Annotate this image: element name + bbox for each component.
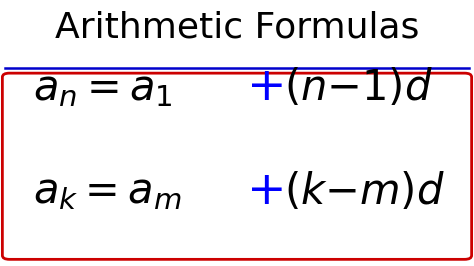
Text: $+$: $+$: [246, 65, 283, 110]
Text: $(n{-}1)d$: $(n{-}1)d$: [284, 67, 433, 109]
Text: $a_n = a_1$: $a_n = a_1$: [33, 67, 173, 109]
Text: Arithmetic Formulas: Arithmetic Formulas: [55, 11, 419, 45]
Text: $(k{-}m)d$: $(k{-}m)d$: [284, 171, 445, 213]
FancyBboxPatch shape: [2, 73, 472, 259]
Text: $a_k = a_m$: $a_k = a_m$: [33, 171, 182, 213]
Text: $+$: $+$: [246, 169, 283, 214]
